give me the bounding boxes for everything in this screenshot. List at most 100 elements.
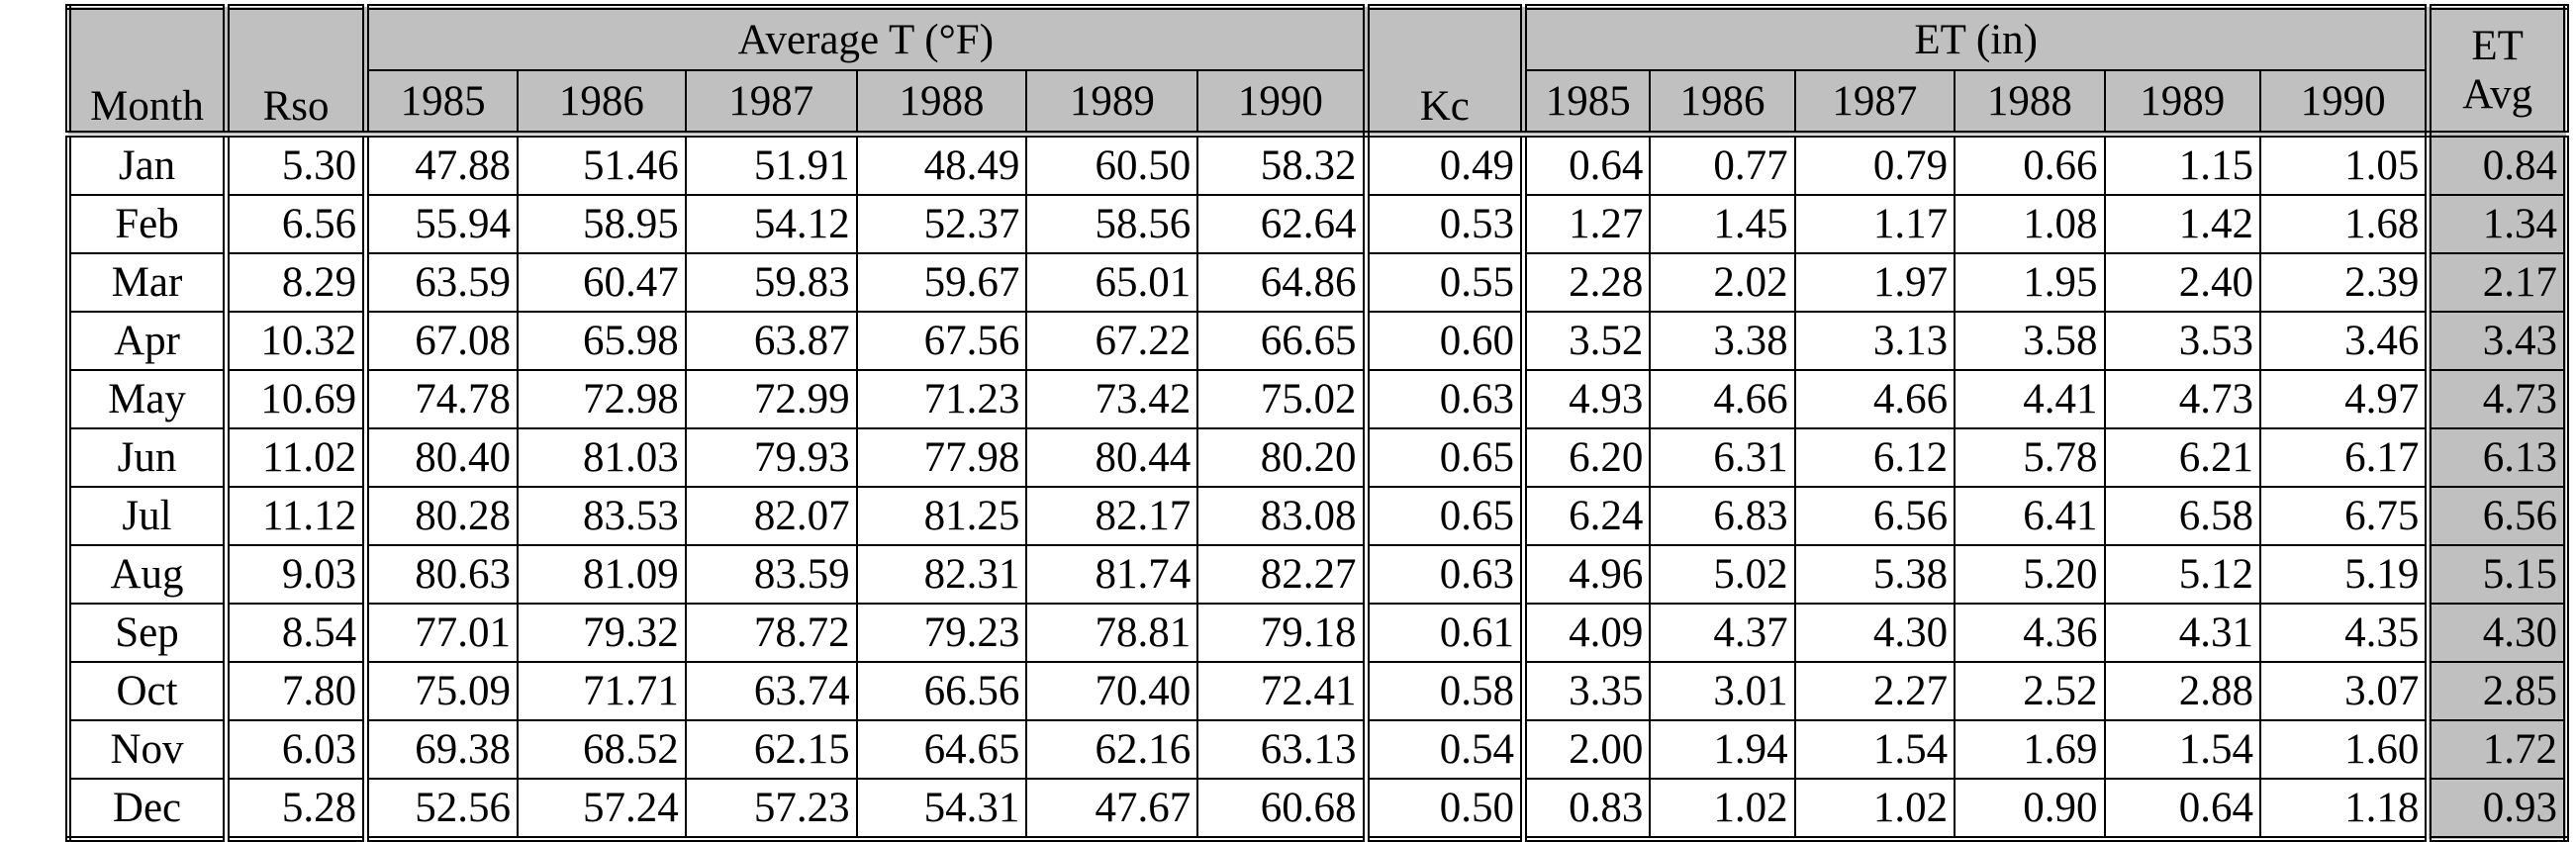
value-cell: 62.64	[1196, 194, 1367, 254]
value-cell: 2.00	[1520, 719, 1652, 780]
value-cell: 1.15	[2103, 133, 2262, 196]
value-cell: 66.65	[1196, 311, 1367, 371]
value-cell: 4.73	[2103, 369, 2262, 429]
month-cell: Sep	[67, 603, 228, 663]
value-cell: 80.28	[362, 486, 520, 546]
value-cell: 52.37	[855, 194, 1028, 254]
value-cell: 3.58	[1954, 311, 2106, 371]
value-cell: 0.93	[2425, 778, 2568, 840]
value-cell: 69.38	[362, 719, 520, 780]
temperature-group-header: Average T (°F)	[362, 6, 1368, 71]
value-cell: 3.46	[2259, 311, 2430, 371]
table-row: Feb 6.56 55.94 58.95 54.12 52.37 58.56 62.64 0.5…	[67, 194, 2568, 254]
value-cell: 2.39	[2259, 252, 2430, 313]
value-cell: 79.23	[855, 603, 1028, 663]
value-cell: 65.98	[517, 311, 687, 371]
value-cell: 8.54	[223, 603, 367, 663]
et-table: Month Rso Average T (°F) Kc ET (in) ET Av…	[65, 4, 2569, 842]
value-cell: 83.08	[1196, 486, 1367, 546]
table-row: Dec 5.28 52.56 57.24 57.23 54.31 47.67 60.68 0.5…	[67, 778, 2568, 840]
value-cell: 2.52	[1954, 661, 2106, 721]
value-cell: 68.52	[517, 719, 687, 780]
value-cell: 47.67	[1025, 778, 1199, 840]
value-cell: 60.68	[1196, 778, 1367, 840]
value-cell: 54.12	[684, 194, 858, 254]
value-cell: 1.08	[1954, 194, 2106, 254]
value-cell: 59.67	[855, 252, 1028, 313]
month-cell: Mar	[67, 252, 228, 313]
et-avg-line: ET	[2471, 23, 2524, 69]
table-row: Jan 5.30 47.88 51.46 51.91 48.49 60.50 58.32 0.4…	[67, 133, 2568, 196]
value-cell: 1.17	[1793, 194, 1956, 254]
value-cell: 0.64	[2103, 778, 2262, 840]
value-cell: 6.03	[223, 719, 367, 780]
value-cell: 48.49	[855, 133, 1028, 196]
month-cell: Jan	[67, 133, 228, 196]
month-cell: Oct	[67, 661, 228, 721]
value-cell: 4.30	[2425, 603, 2568, 663]
value-cell: 1.02	[1649, 778, 1796, 840]
value-cell: 82.17	[1025, 486, 1199, 546]
value-cell: 66.56	[855, 661, 1028, 721]
value-cell: 4.36	[1954, 603, 2106, 663]
value-cell: 11.12	[223, 486, 367, 546]
temperature-year-header: 1987	[684, 69, 858, 138]
value-cell: 6.56	[2425, 486, 2568, 546]
value-cell: 1.27	[1520, 194, 1652, 254]
kc-header: Kc	[1362, 6, 1525, 138]
value-cell: 75.09	[362, 661, 520, 721]
value-cell: 58.32	[1196, 133, 1367, 196]
value-cell: 73.42	[1025, 369, 1199, 429]
value-cell: 1.54	[2103, 719, 2262, 780]
et-year-header: 1985	[1520, 69, 1652, 138]
value-cell: 64.65	[855, 719, 1028, 780]
temperature-year-header: 1989	[1025, 69, 1199, 138]
value-cell: 2.02	[1649, 252, 1796, 313]
value-cell: 55.94	[362, 194, 520, 254]
value-cell: 67.08	[362, 311, 520, 371]
table-row: Sep 8.54 77.01 79.32 78.72 79.23 78.81 79.18 0.6…	[67, 603, 2568, 663]
value-cell: 81.03	[517, 427, 687, 488]
value-cell: 0.53	[1362, 194, 1525, 254]
temperature-year-header: 1990	[1196, 69, 1367, 138]
value-cell: 1.02	[1793, 778, 1956, 840]
value-cell: 2.17	[2425, 252, 2568, 313]
et-year-header: 1987	[1793, 69, 1956, 138]
value-cell: 1.72	[2425, 719, 2568, 780]
table-row: Aug 9.03 80.63 81.09 83.59 82.31 81.74 82.27 0.6…	[67, 544, 2568, 605]
value-cell: 4.31	[2103, 603, 2262, 663]
value-cell: 1.05	[2259, 133, 2430, 196]
value-cell: 5.19	[2259, 544, 2430, 605]
value-cell: 0.64	[1520, 133, 1652, 196]
value-cell: 2.85	[2425, 661, 2568, 721]
temperature-year-header: 1988	[855, 69, 1028, 138]
value-cell: 7.80	[223, 661, 367, 721]
value-cell: 3.07	[2259, 661, 2430, 721]
value-cell: 6.58	[2103, 486, 2262, 546]
value-cell: 0.50	[1362, 778, 1525, 840]
month-cell: Jul	[67, 486, 228, 546]
table-header: Month Rso Average T (°F) Kc ET (in) ET Av…	[67, 6, 2568, 138]
value-cell: 4.73	[2425, 369, 2568, 429]
value-cell: 1.94	[1649, 719, 1796, 780]
value-cell: 82.31	[855, 544, 1028, 605]
value-cell: 3.52	[1520, 311, 1652, 371]
value-cell: 3.13	[1793, 311, 1956, 371]
value-cell: 81.74	[1025, 544, 1199, 605]
value-cell: 6.56	[1793, 486, 1956, 546]
value-cell: 0.84	[2425, 133, 2568, 196]
value-cell: 80.63	[362, 544, 520, 605]
value-cell: 0.66	[1954, 133, 2106, 196]
value-cell: 9.03	[223, 544, 367, 605]
value-cell: 4.35	[2259, 603, 2430, 663]
value-cell: 63.59	[362, 252, 520, 313]
value-cell: 0.58	[1362, 661, 1525, 721]
value-cell: 80.44	[1025, 427, 1199, 488]
value-cell: 79.93	[684, 427, 858, 488]
value-cell: 60.50	[1025, 133, 1199, 196]
value-cell: 3.35	[1520, 661, 1652, 721]
value-cell: 3.01	[1649, 661, 1796, 721]
value-cell: 0.90	[1954, 778, 2106, 840]
value-cell: 5.02	[1649, 544, 1796, 605]
et-year-header: 1988	[1954, 69, 2106, 138]
